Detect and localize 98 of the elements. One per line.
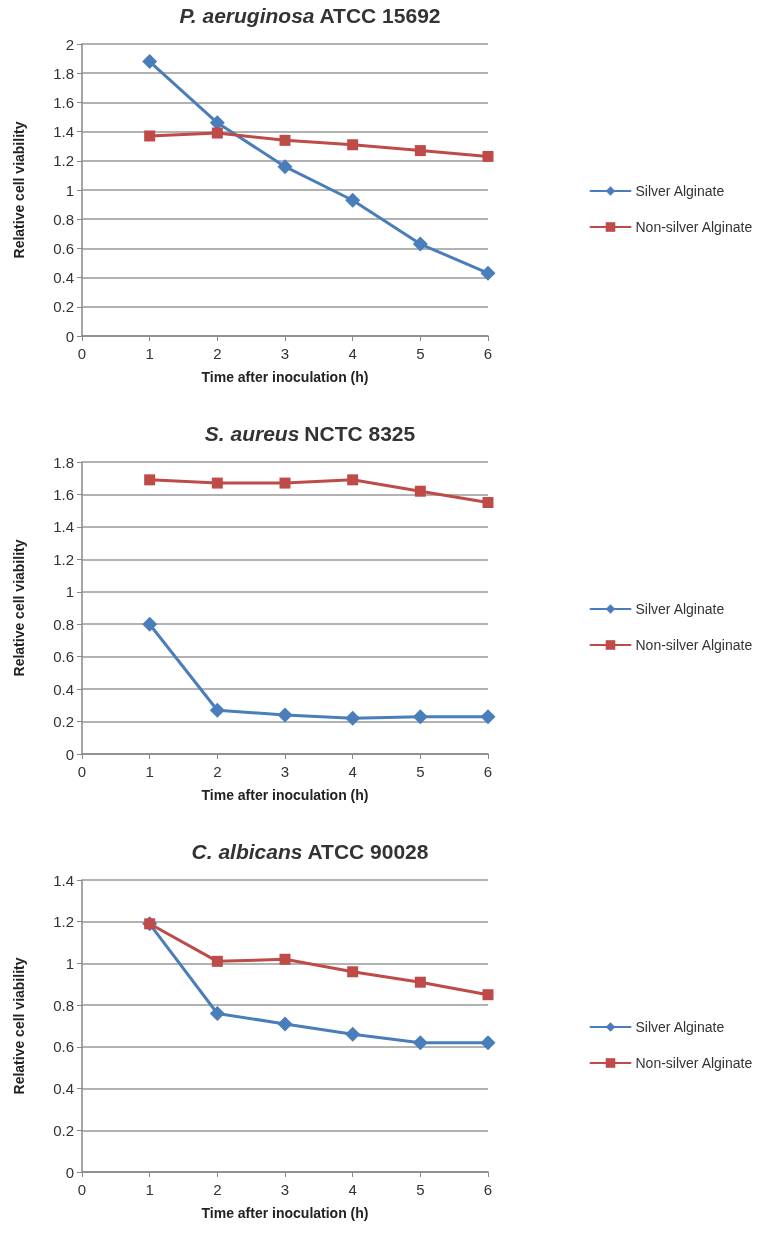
point xyxy=(209,1005,225,1021)
y-tick-label: 0.8 xyxy=(53,615,74,633)
x-tick-label: 3 xyxy=(280,345,290,362)
x-tick-label: 3 xyxy=(280,763,290,780)
point xyxy=(279,953,291,965)
x-tick-label: 0 xyxy=(77,345,87,362)
x-tick-label: 1 xyxy=(145,345,154,362)
y-tick-label: 1.8 xyxy=(53,453,74,471)
y-tick-label: 0.2 xyxy=(53,1121,74,1139)
x-tick-label: 2 xyxy=(213,1181,222,1198)
chart-title: C. albicans ATCC 90028 xyxy=(191,840,429,863)
point xyxy=(482,150,494,162)
y-tick-label: 1.4 xyxy=(53,871,74,889)
x-tick-label: 2 xyxy=(213,763,222,780)
y-tick-label: 1.6 xyxy=(53,485,74,503)
y-tick-label: 0 xyxy=(65,327,74,345)
y-tick-label: 0.8 xyxy=(53,210,74,228)
x-tick-label: 2 xyxy=(213,345,222,362)
y-tick-label: 1.2 xyxy=(53,550,74,568)
x-tick-label: 3 xyxy=(280,1181,290,1198)
legend-label: Silver Alginate xyxy=(635,183,725,199)
point xyxy=(209,702,225,718)
y-tick-label: 0.2 xyxy=(53,713,74,731)
x-tick-label: 1 xyxy=(145,763,154,780)
point xyxy=(347,966,359,978)
legend-label: Silver Alginate xyxy=(635,601,725,617)
y-tick-label: 1.2 xyxy=(53,913,74,931)
x-tick-label: 1 xyxy=(145,1181,154,1198)
chart-title: P. aeruginosa ATCC 15692 xyxy=(179,4,441,27)
point xyxy=(412,1035,428,1051)
y-tick-label: 0.6 xyxy=(53,239,74,257)
point xyxy=(347,139,359,151)
legend-label: Non-silver Alginate xyxy=(635,637,753,653)
point xyxy=(211,477,223,489)
x-axis-title: Time after inoculation (h) xyxy=(201,1205,369,1221)
x-axis-title: Time after inoculation (h) xyxy=(201,369,369,385)
legend-label: Silver Alginate xyxy=(635,1019,725,1035)
y-tick-label: 1 xyxy=(65,181,74,199)
point xyxy=(414,976,426,988)
y-axis-title: Relative cell viability xyxy=(11,121,27,259)
point xyxy=(414,145,426,157)
point xyxy=(277,1016,293,1032)
point xyxy=(345,1026,361,1042)
y-tick-label: 1.6 xyxy=(53,93,74,111)
point xyxy=(412,709,428,725)
y-tick-label: 1.8 xyxy=(53,64,74,82)
y-tick-label: 1 xyxy=(65,583,74,601)
point xyxy=(211,955,223,967)
point xyxy=(480,265,496,281)
point xyxy=(277,707,293,723)
y-tick-label: 0.6 xyxy=(53,1038,74,1056)
point xyxy=(482,989,494,1001)
y-tick-label: 0.4 xyxy=(53,1080,74,1098)
y-tick-label: 1.4 xyxy=(53,518,74,536)
point xyxy=(412,236,428,252)
y-axis-title: Relative cell viability xyxy=(11,539,27,677)
point xyxy=(144,130,156,142)
x-tick-label: 5 xyxy=(416,1181,425,1198)
point xyxy=(279,134,291,146)
point xyxy=(277,159,293,175)
chart-title: S. aureus NCTC 8325 xyxy=(204,422,416,445)
x-tick-label: 5 xyxy=(416,763,425,780)
y-tick-label: 2 xyxy=(65,35,74,53)
x-tick-label: 4 xyxy=(348,763,357,780)
point xyxy=(279,477,291,489)
legend-label: Non-silver Alginate xyxy=(635,219,753,235)
point xyxy=(144,474,156,486)
x-tick-label: 6 xyxy=(483,1181,493,1198)
y-tick-label: 1 xyxy=(65,954,74,972)
x-tick-label: 4 xyxy=(348,1181,357,1198)
y-tick-label: 0 xyxy=(65,1163,74,1181)
x-tick-label: 6 xyxy=(483,345,493,362)
y-tick-label: 0.6 xyxy=(53,648,74,666)
x-tick-label: 5 xyxy=(416,345,425,362)
x-tick-label: 0 xyxy=(77,763,87,780)
x-axis-title: Time after inoculation (h) xyxy=(201,787,369,803)
y-tick-label: 0.2 xyxy=(53,298,74,316)
point xyxy=(345,710,361,726)
y-tick-label: 0.4 xyxy=(53,680,74,698)
y-tick-label: 0 xyxy=(65,745,74,763)
legend-label: Non-silver Alginate xyxy=(635,1055,753,1071)
y-axis-title: Relative cell viability xyxy=(11,957,27,1095)
y-tick-label: 0.8 xyxy=(53,996,74,1014)
y-tick-label: 1.4 xyxy=(53,123,74,141)
point xyxy=(142,54,158,70)
point xyxy=(482,497,494,509)
point xyxy=(211,127,223,139)
point xyxy=(480,709,496,725)
x-tick-label: 4 xyxy=(348,345,357,362)
x-tick-label: 0 xyxy=(77,1181,87,1198)
y-tick-label: 0.4 xyxy=(53,269,74,287)
y-tick-label: 1.2 xyxy=(53,152,74,170)
point xyxy=(142,616,158,632)
x-tick-label: 6 xyxy=(483,763,493,780)
point xyxy=(414,485,426,497)
point xyxy=(480,1035,496,1051)
point xyxy=(347,474,359,486)
point xyxy=(345,192,361,208)
